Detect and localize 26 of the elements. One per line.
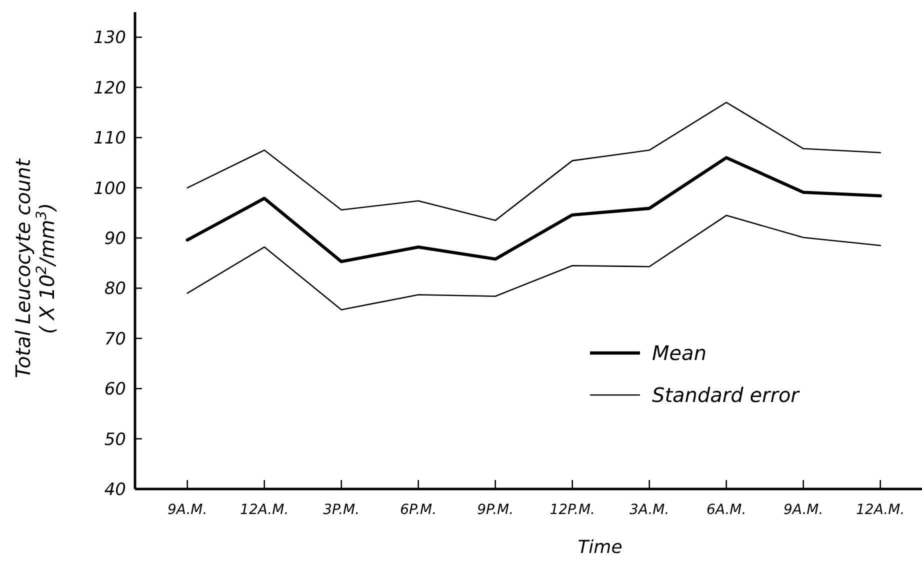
x-tick-label: 6P.M. (400, 502, 437, 518)
x-axis-title: Time (578, 537, 622, 558)
line-series (186, 102, 881, 222)
y-tick-label: 40 (104, 480, 126, 500)
x-tick-label: 6A.M. (706, 502, 746, 518)
y-tick-label: 120 (94, 78, 126, 98)
line-series (186, 214, 881, 310)
y-tick-label: 50 (104, 430, 126, 450)
x-tick-label: 9A.M. (167, 502, 208, 518)
y-tick-label: 60 (104, 380, 126, 400)
x-tick-label: 9P.M. (477, 502, 514, 518)
x-tick-label: 12A.M. (856, 502, 905, 518)
x-tick-label: 9A.M. (783, 502, 824, 518)
x-tick-label: 3P.M. (323, 502, 360, 518)
legend-label: Standard error (652, 383, 801, 407)
x-tick-label: 3A.M. (629, 502, 670, 518)
y-tick-label: 80 (104, 279, 126, 300)
y-tick-label: 110 (94, 128, 126, 149)
x-tick-label: 12A.M. (240, 502, 289, 518)
y-tick-label: 130 (94, 28, 126, 48)
y-tick-label: 100 (94, 178, 126, 199)
line-series (186, 156, 882, 264)
x-tick-label: 12P.M. (550, 502, 596, 518)
legend-label: Mean (652, 341, 706, 365)
y-tick-label: 70 (104, 329, 126, 350)
y-tick-label: 90 (104, 228, 126, 249)
